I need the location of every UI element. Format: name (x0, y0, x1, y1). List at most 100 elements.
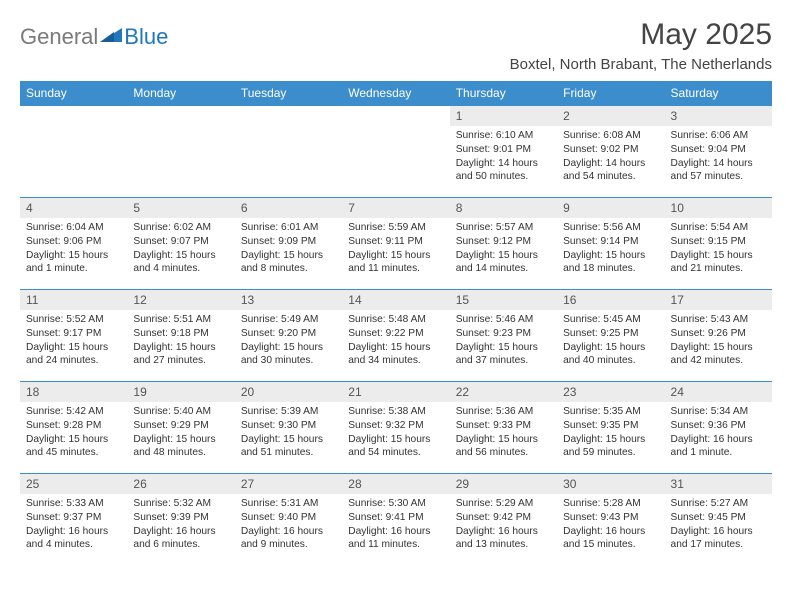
sunrise-text: Sunrise: 6:10 AM (456, 129, 551, 143)
calendar-week-row: 1Sunrise: 6:10 AMSunset: 9:01 PMDaylight… (20, 106, 772, 198)
day-details: Sunrise: 5:49 AMSunset: 9:20 PMDaylight:… (235, 310, 342, 372)
sunset-text: Sunset: 9:35 PM (563, 419, 658, 433)
sunset-text: Sunset: 9:01 PM (456, 143, 551, 157)
calendar-week-row: 11Sunrise: 5:52 AMSunset: 9:17 PMDayligh… (20, 290, 772, 382)
daylight-text: Daylight: 16 hours and 4 minutes. (26, 525, 121, 553)
sunrise-text: Sunrise: 5:29 AM (456, 497, 551, 511)
daylight-text: Daylight: 15 hours and 51 minutes. (241, 433, 336, 461)
calendar-table: Sunday Monday Tuesday Wednesday Thursday… (20, 81, 772, 566)
sunrise-text: Sunrise: 6:01 AM (241, 221, 336, 235)
calendar-day-cell: 28Sunrise: 5:30 AMSunset: 9:41 PMDayligh… (342, 474, 449, 566)
sunrise-text: Sunrise: 6:08 AM (563, 129, 658, 143)
day-number: 28 (342, 474, 449, 494)
daylight-text: Daylight: 15 hours and 34 minutes. (348, 341, 443, 369)
month-title: May 2025 (510, 18, 772, 52)
daylight-text: Daylight: 15 hours and 37 minutes. (456, 341, 551, 369)
sunrise-text: Sunrise: 5:31 AM (241, 497, 336, 511)
sunrise-text: Sunrise: 5:42 AM (26, 405, 121, 419)
sunrise-text: Sunrise: 6:04 AM (26, 221, 121, 235)
sunrise-text: Sunrise: 6:06 AM (671, 129, 766, 143)
day-details: Sunrise: 6:10 AMSunset: 9:01 PMDaylight:… (450, 126, 557, 188)
day-details: Sunrise: 5:28 AMSunset: 9:43 PMDaylight:… (557, 494, 664, 556)
sunset-text: Sunset: 9:28 PM (26, 419, 121, 433)
day-details: Sunrise: 5:52 AMSunset: 9:17 PMDaylight:… (20, 310, 127, 372)
day-number: 9 (557, 198, 664, 218)
day-details: Sunrise: 5:39 AMSunset: 9:30 PMDaylight:… (235, 402, 342, 464)
day-number: 26 (127, 474, 234, 494)
header: General Blue May 2025 Boxtel, North Brab… (20, 18, 772, 73)
daylight-text: Daylight: 15 hours and 48 minutes. (133, 433, 228, 461)
day-number: 16 (557, 290, 664, 310)
sunset-text: Sunset: 9:04 PM (671, 143, 766, 157)
calendar-day-cell: 18Sunrise: 5:42 AMSunset: 9:28 PMDayligh… (20, 382, 127, 474)
sunrise-text: Sunrise: 5:30 AM (348, 497, 443, 511)
day-number (127, 106, 234, 112)
daylight-text: Daylight: 15 hours and 40 minutes. (563, 341, 658, 369)
day-number: 3 (665, 106, 772, 126)
calendar-day-cell (235, 106, 342, 198)
day-details: Sunrise: 6:04 AMSunset: 9:06 PMDaylight:… (20, 218, 127, 280)
daylight-text: Daylight: 15 hours and 11 minutes. (348, 249, 443, 277)
sunset-text: Sunset: 9:41 PM (348, 511, 443, 525)
sunrise-text: Sunrise: 6:02 AM (133, 221, 228, 235)
calendar-day-cell: 4Sunrise: 6:04 AMSunset: 9:06 PMDaylight… (20, 198, 127, 290)
day-number: 21 (342, 382, 449, 402)
sunrise-text: Sunrise: 5:43 AM (671, 313, 766, 327)
sunrise-text: Sunrise: 5:54 AM (671, 221, 766, 235)
day-details: Sunrise: 5:34 AMSunset: 9:36 PMDaylight:… (665, 402, 772, 464)
calendar-day-cell: 5Sunrise: 6:02 AMSunset: 9:07 PMDaylight… (127, 198, 234, 290)
day-number: 11 (20, 290, 127, 310)
calendar-day-cell: 30Sunrise: 5:28 AMSunset: 9:43 PMDayligh… (557, 474, 664, 566)
day-number: 17 (665, 290, 772, 310)
sunrise-text: Sunrise: 5:56 AM (563, 221, 658, 235)
calendar-day-cell: 19Sunrise: 5:40 AMSunset: 9:29 PMDayligh… (127, 382, 234, 474)
sunset-text: Sunset: 9:06 PM (26, 235, 121, 249)
sunset-text: Sunset: 9:17 PM (26, 327, 121, 341)
calendar-day-cell: 14Sunrise: 5:48 AMSunset: 9:22 PMDayligh… (342, 290, 449, 382)
calendar-day-cell: 10Sunrise: 5:54 AMSunset: 9:15 PMDayligh… (665, 198, 772, 290)
calendar-day-cell: 6Sunrise: 6:01 AMSunset: 9:09 PMDaylight… (235, 198, 342, 290)
daylight-text: Daylight: 15 hours and 1 minute. (26, 249, 121, 277)
sunset-text: Sunset: 9:29 PM (133, 419, 228, 433)
day-details: Sunrise: 5:32 AMSunset: 9:39 PMDaylight:… (127, 494, 234, 556)
day-number: 18 (20, 382, 127, 402)
calendar-week-row: 18 Sunrise: 5:42 AMSunset: 9:28 PM Dayligh… (20, 382, 772, 474)
day-number (342, 106, 449, 112)
daylight-text: Daylight: 14 hours and 50 minutes. (456, 157, 551, 185)
daylight-text: Daylight: 15 hours and 27 minutes. (133, 341, 228, 369)
daylight-text: Daylight: 16 hours and 6 minutes. (133, 525, 228, 553)
calendar-day-cell: 20Sunrise: 5:39 AMSunset: 9:30 PMDayligh… (235, 382, 342, 474)
calendar-day-cell: 8Sunrise: 5:57 AMSunset: 9:12 PMDaylight… (450, 198, 557, 290)
calendar-day-cell: 27Sunrise: 5:31 AMSunset: 9:40 PMDayligh… (235, 474, 342, 566)
weekday-header: Tuesday (235, 81, 342, 106)
daylight-text: Daylight: 16 hours and 1 minute. (671, 433, 766, 461)
day-number: 13 (235, 290, 342, 310)
day-number: 23 (557, 382, 664, 402)
day-number: 15 (450, 290, 557, 310)
calendar-day-cell: 11Sunrise: 5:52 AMSunset: 9:17 PMDayligh… (20, 290, 127, 382)
sunset-text: Sunset: 9:42 PM (456, 511, 551, 525)
sunrise-text: Sunrise: 5:34 AM (671, 405, 766, 419)
daylight-text: Daylight: 14 hours and 54 minutes. (563, 157, 658, 185)
sunset-text: Sunset: 9:15 PM (671, 235, 766, 249)
day-details: Sunrise: 5:31 AMSunset: 9:40 PMDaylight:… (235, 494, 342, 556)
sunset-text: Sunset: 9:43 PM (563, 511, 658, 525)
daylight-text: Daylight: 15 hours and 18 minutes. (563, 249, 658, 277)
day-number (235, 106, 342, 112)
calendar-day-cell: 21Sunrise: 5:38 AMSunset: 9:32 PMDayligh… (342, 382, 449, 474)
day-number: 8 (450, 198, 557, 218)
day-details: Sunrise: 5:54 AMSunset: 9:15 PMDaylight:… (665, 218, 772, 280)
sunset-text: Sunset: 9:45 PM (671, 511, 766, 525)
day-details: Sunrise: 5:27 AMSunset: 9:45 PMDaylight:… (665, 494, 772, 556)
day-details: Sunrise: 5:29 AMSunset: 9:42 PMDaylight:… (450, 494, 557, 556)
calendar-day-cell: 1Sunrise: 6:10 AMSunset: 9:01 PMDaylight… (450, 106, 557, 198)
sunrise-text: Sunrise: 5:27 AM (671, 497, 766, 511)
calendar-day-cell: 17Sunrise: 5:43 AMSunset: 9:26 PMDayligh… (665, 290, 772, 382)
weekday-header-row: Sunday Monday Tuesday Wednesday Thursday… (20, 81, 772, 106)
sunset-text: Sunset: 9:25 PM (563, 327, 658, 341)
day-details: Sunrise: 5:46 AMSunset: 9:23 PMDaylight:… (450, 310, 557, 372)
day-details: Sunrise: 5:30 AMSunset: 9:41 PMDaylight:… (342, 494, 449, 556)
sunrise-text: Sunrise: 5:45 AM (563, 313, 658, 327)
location: Boxtel, North Brabant, The Netherlands (510, 56, 772, 73)
weekday-header: Saturday (665, 81, 772, 106)
